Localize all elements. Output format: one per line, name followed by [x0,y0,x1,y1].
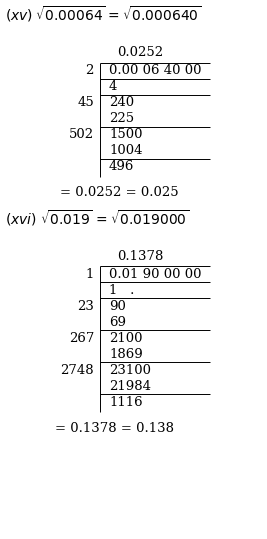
Text: $\sqrt{0.019}$: $\sqrt{0.019}$ [40,209,93,228]
Text: 21984: 21984 [109,379,151,393]
Text: $=$: $=$ [93,212,107,226]
Text: = 0.0252 = 0.025: = 0.0252 = 0.025 [60,186,179,199]
Text: 1116: 1116 [109,396,143,409]
Text: 2748: 2748 [60,364,94,377]
Text: 4: 4 [109,80,117,93]
Text: 0.00 06 40 00: 0.00 06 40 00 [109,64,202,77]
Text: 23: 23 [77,300,94,313]
Text: 1: 1 [86,268,94,281]
Text: 225: 225 [109,112,134,125]
Text: $\sqrt{0.019000}$: $\sqrt{0.019000}$ [110,209,190,228]
Text: $(xv)$: $(xv)$ [5,7,33,23]
Text: $(xvi)$: $(xvi)$ [5,211,37,226]
Text: 2: 2 [86,64,94,77]
Text: $=$: $=$ [105,8,119,22]
Text: 23100: 23100 [109,364,151,377]
Text: = 0.1378 = 0.138: = 0.1378 = 0.138 [55,421,174,434]
Text: 1004: 1004 [109,144,143,157]
Text: 240: 240 [109,96,134,109]
Text: 1   .: 1 . [109,284,134,296]
Text: 90: 90 [109,300,126,313]
Text: 69: 69 [109,316,126,329]
Text: $\sqrt{0.00064}$: $\sqrt{0.00064}$ [35,5,106,24]
Text: 1500: 1500 [109,128,143,141]
Text: 0.01 90 00 00: 0.01 90 00 00 [109,268,202,281]
Text: 2100: 2100 [109,331,143,345]
Text: 502: 502 [69,128,94,141]
Text: $\sqrt{0.000640}$: $\sqrt{0.000640}$ [122,5,202,24]
Text: 267: 267 [69,331,94,345]
Text: 45: 45 [77,96,94,109]
Text: 0.0252: 0.0252 [117,46,163,59]
Text: 1869: 1869 [109,348,143,361]
Text: 496: 496 [109,160,134,173]
Text: 0.1378: 0.1378 [117,250,163,263]
